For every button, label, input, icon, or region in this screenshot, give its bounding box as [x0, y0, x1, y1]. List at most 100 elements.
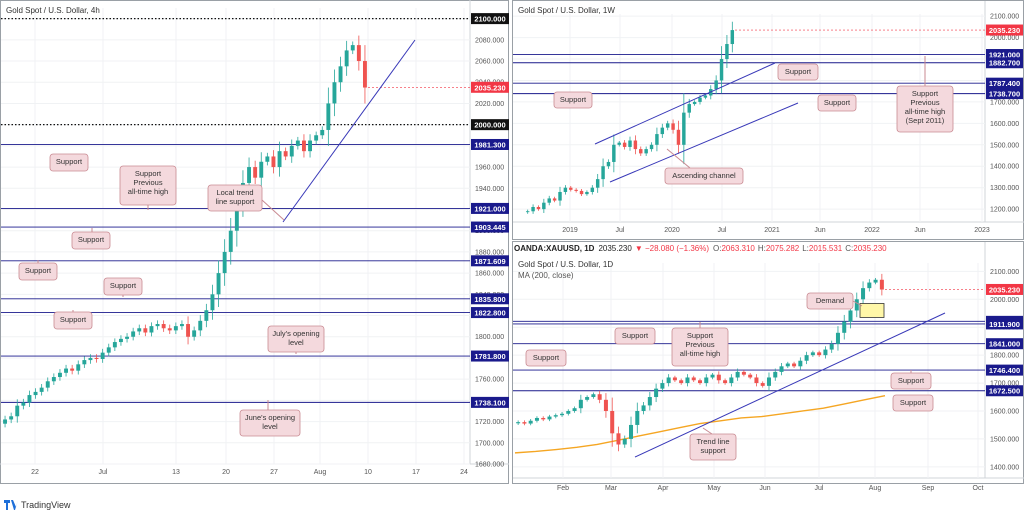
h4-candle-10	[64, 368, 69, 373]
h4-candle-59	[362, 61, 367, 88]
h4-candle-28	[173, 326, 178, 331]
d1-xtick-1: Mar	[605, 485, 618, 492]
d1-level-label-1-bg	[986, 318, 1023, 330]
d1-candle-52	[842, 321, 847, 333]
h4-level-label-0-bg	[471, 13, 509, 25]
d1-xtick-2: Apr	[658, 485, 670, 492]
h4-ytick-9: 1860.000	[475, 271, 504, 278]
h4-level-label-3-bg	[471, 202, 509, 214]
d1-current-price-label-bg	[986, 283, 1023, 295]
h4-ytick-17: 2020.000	[475, 101, 504, 108]
h4-level-label-4: 1903.445	[474, 223, 505, 232]
w1-level-label-3: 1738.700	[989, 90, 1020, 99]
h4-candle-35	[216, 273, 221, 295]
d1-candle-36	[741, 371, 746, 375]
chart-4h[interactable]: 1680.0001700.0001720.0001740.0001760.000…	[1, 8, 509, 476]
h4-candle-37	[228, 230, 233, 252]
w1-candle-32	[698, 97, 702, 102]
w1-candle-23	[649, 144, 654, 150]
d1-candle-5	[547, 416, 552, 420]
w1-candle-37	[725, 44, 729, 60]
h4-candle-49	[301, 140, 306, 152]
h4-candle-48	[295, 140, 300, 146]
w1-candle-28	[676, 129, 681, 145]
h4-candle-56	[344, 50, 349, 67]
d1-candle-12	[591, 394, 596, 398]
d1-candle-9	[572, 408, 577, 411]
d1-ytick-4: 1800.000	[990, 353, 1019, 360]
w1-candle-5	[552, 198, 557, 201]
h4-callout-support-3-box	[18, 262, 58, 281]
d1-candle-28	[691, 377, 696, 381]
d1-callout-support-4: Support	[900, 398, 927, 407]
d1-candle-55	[861, 288, 866, 300]
h4-candle-24	[149, 326, 154, 333]
h4-xtick-4: 27	[270, 469, 278, 476]
w1-callout-ascending-channel: Ascending channel	[672, 171, 736, 180]
w1-ytick-9: 2100.000	[990, 14, 1019, 21]
d1-candle-48	[817, 352, 822, 356]
ohlc-open: 2063.310	[721, 244, 755, 253]
w1-callout-support-1-box	[777, 63, 819, 81]
d1-callout-demand-box	[806, 292, 854, 310]
w1-level-label-0-bg	[986, 49, 1023, 61]
d1-candle-26	[679, 380, 684, 384]
ohlc-l-label: L:	[802, 244, 809, 253]
d1-ma-line	[514, 394, 886, 454]
h4-ytick-10: 1880.000	[475, 249, 504, 256]
d1-candle-44	[792, 363, 797, 367]
w1-level-label-3-bg	[986, 88, 1023, 100]
d1-candle-31	[710, 374, 715, 378]
d1-trendline	[634, 312, 946, 458]
h4-callout-support-4-box	[103, 277, 143, 296]
w1-level-label-1-bg	[986, 57, 1023, 69]
d1-candle-15	[610, 410, 615, 434]
w1-candle-1	[531, 206, 535, 212]
ohlc-h-label: H:	[758, 244, 766, 253]
d1-callout-trendline-support: Trend line support	[696, 437, 729, 455]
ohlc-close: 2035.230	[853, 244, 887, 253]
d1-candle-57	[873, 279, 878, 283]
h4-candle-0	[3, 419, 8, 424]
h4-callout-local-trendline-box	[207, 184, 263, 212]
ohlc-high: 2075.282	[766, 244, 800, 253]
w1-ytick-5: 1700.000	[990, 99, 1019, 106]
d1-candle-10	[578, 399, 583, 409]
h4-callout-july-open-box	[267, 325, 325, 353]
w1-candle-38	[730, 30, 735, 45]
w1-ytick-1: 1300.000	[990, 185, 1019, 192]
h4-candle-16	[100, 352, 105, 360]
d1-candle-25	[672, 377, 677, 381]
d1-candle-14	[603, 399, 608, 411]
h4-callout-support-1: Support	[56, 157, 83, 166]
w1-candle-36	[719, 59, 724, 81]
h4-level-label-1: 2000.000	[474, 121, 505, 130]
w1-candle-6	[558, 191, 562, 201]
h4-xtick-3: 20	[222, 469, 230, 476]
d1-xtick-6: Aug	[869, 485, 882, 492]
d1-callout-previous-ath: Support Previous all-time high	[680, 331, 720, 358]
d1-candle-53	[848, 310, 853, 322]
d1-callout-support-1: Support	[622, 331, 649, 340]
h4-callout-support-3: Support	[25, 266, 52, 275]
w1-xtick-2: 2020	[664, 227, 680, 234]
d1-level-label-3-bg	[986, 364, 1023, 376]
h4-level-label-2-bg	[471, 138, 509, 150]
chart-1w-title: Gold Spot / U.S. Dollar, 1W	[518, 6, 615, 15]
h4-candle-43	[265, 156, 270, 162]
h4-level-label-6-bg	[471, 293, 509, 305]
chart-1d[interactable]: 1400.000 1500.000 1600.000 1700.000 1800.000…	[513, 263, 1023, 492]
chart-1w[interactable]: 1200.000 1300.000 1400.000 1500.000 1600.000…	[513, 14, 1023, 234]
d1-callout-trendline-support-box	[689, 433, 737, 461]
ohlc-change: ▼ −28.080 (−1.36%)	[635, 244, 710, 253]
chart-1d-indicator: MA (200, close)	[518, 271, 574, 280]
d1-level-label-3: 1746.400	[989, 366, 1020, 375]
d1-ytick-0: 1400.000	[990, 464, 1019, 471]
h4-candle-42	[259, 161, 264, 178]
h4-xtick-6: 10	[364, 469, 372, 476]
tradingview-logo-icon	[4, 500, 18, 510]
d1-xtick-5: Jul	[815, 485, 824, 492]
w1-candle-27	[671, 123, 675, 130]
